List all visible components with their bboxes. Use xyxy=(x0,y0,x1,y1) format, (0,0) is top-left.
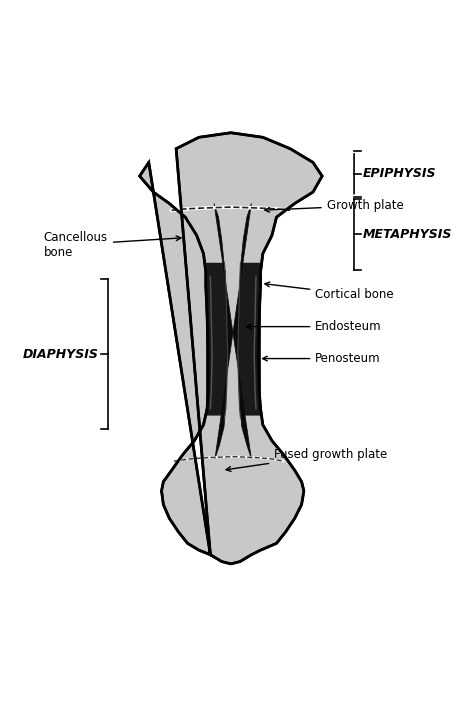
PathPatch shape xyxy=(206,263,227,416)
Text: Cortical bone: Cortical bone xyxy=(265,282,394,301)
Text: Cancellous
bone: Cancellous bone xyxy=(44,231,181,258)
Text: METAPHYSIS: METAPHYSIS xyxy=(363,228,453,241)
PathPatch shape xyxy=(240,270,261,409)
Text: EPIPHYSIS: EPIPHYSIS xyxy=(363,167,437,181)
Text: DIAPHYSIS: DIAPHYSIS xyxy=(23,348,99,360)
Text: Growth plate: Growth plate xyxy=(265,199,403,212)
PathPatch shape xyxy=(206,270,226,409)
Text: Penosteum: Penosteum xyxy=(263,352,381,365)
PathPatch shape xyxy=(214,203,251,459)
PathPatch shape xyxy=(140,132,322,564)
PathPatch shape xyxy=(238,263,261,416)
Text: Fused growth plate: Fused growth plate xyxy=(226,448,387,472)
Text: Endosteum: Endosteum xyxy=(246,320,382,333)
